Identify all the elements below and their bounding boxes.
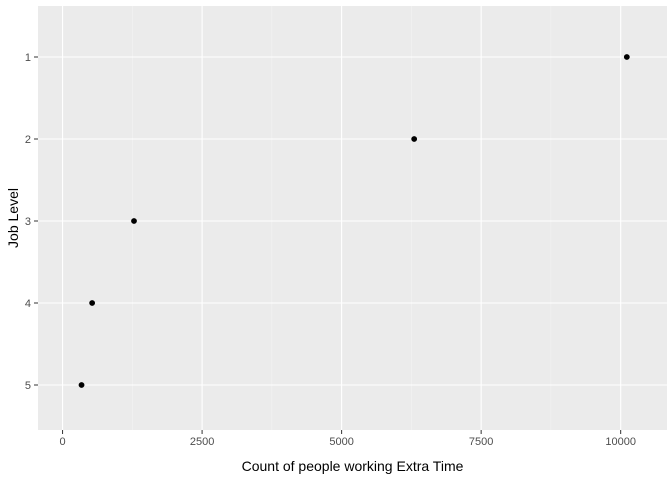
minor-gridlines <box>132 6 552 430</box>
y-axis-title: Job Level <box>5 188 21 248</box>
data-points <box>78 54 630 388</box>
x-tick-label: 2500 <box>190 436 214 448</box>
data-point <box>89 300 96 306</box>
data-point <box>131 218 137 224</box>
x-tick-label: 0 <box>59 436 65 448</box>
x-tick-label: 10000 <box>605 436 636 448</box>
y-tick-label: 1 <box>25 52 31 64</box>
data-point <box>78 382 85 388</box>
y-tick-label: 3 <box>25 216 31 228</box>
major-gridlines <box>38 6 667 430</box>
x-axis-title: Count of people working Extra Time <box>242 458 464 474</box>
x-tick-label: 7500 <box>469 436 493 448</box>
y-tick-label: 5 <box>25 380 31 392</box>
y-tick-label: 4 <box>25 298 31 310</box>
data-point <box>411 136 418 142</box>
y-tick-label: 2 <box>25 134 31 146</box>
x-tick-label: 5000 <box>329 436 353 448</box>
data-point <box>623 54 630 60</box>
plot-panel <box>38 6 667 430</box>
y-axis-ticks: 1 2 3 4 5 <box>25 52 38 392</box>
x-axis-ticks: 0 2500 5000 7500 10000 <box>59 430 636 448</box>
